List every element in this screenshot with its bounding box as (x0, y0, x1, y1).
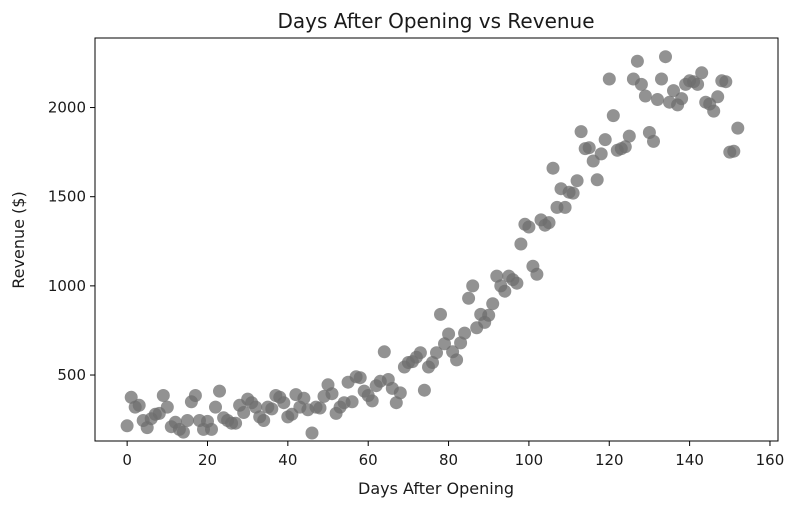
data-point (510, 276, 524, 290)
data-point (156, 389, 170, 402)
data-point (466, 279, 480, 293)
data-point (590, 173, 604, 187)
data-point (365, 394, 379, 408)
data-point (205, 422, 218, 436)
data-point (120, 419, 134, 433)
data-point (213, 384, 226, 398)
x-tick-label: 60 (359, 451, 378, 469)
data-point (160, 400, 174, 414)
y-tick-label: 2000 (48, 99, 86, 117)
data-point (522, 220, 536, 234)
y-tick-label: 1000 (48, 277, 86, 295)
data-point (458, 326, 472, 340)
data-point (647, 134, 660, 148)
data-point (486, 297, 500, 311)
data-point (237, 406, 251, 419)
data-point (727, 144, 741, 158)
data-point (430, 346, 443, 360)
x-axis-ticks: 0 20 40 60 80 100 120 140 160 (122, 441, 784, 469)
data-point (606, 109, 620, 123)
data-point (188, 389, 202, 402)
data-point (651, 93, 664, 106)
data-point (566, 186, 580, 200)
data-point (438, 337, 451, 351)
x-tick-label: 120 (595, 451, 624, 469)
x-tick-label: 20 (198, 451, 217, 469)
data-point (719, 75, 733, 89)
data-point (413, 346, 427, 360)
data-point (305, 426, 319, 440)
data-point (257, 414, 271, 427)
data-point (558, 200, 572, 214)
x-tick-label: 160 (756, 451, 785, 469)
y-tick-label: 1500 (48, 188, 86, 206)
data-point (297, 391, 311, 405)
x-tick-label: 0 (122, 451, 132, 469)
data-point (630, 54, 644, 68)
data-point (426, 356, 439, 369)
x-tick-label: 80 (439, 451, 458, 469)
data-point (180, 414, 194, 427)
data-point (542, 216, 556, 230)
x-tick-label: 100 (515, 451, 544, 469)
data-point (618, 140, 632, 154)
data-point (229, 416, 243, 430)
data-point (132, 398, 146, 412)
data-point (514, 237, 528, 251)
data-point (450, 353, 464, 367)
data-point (249, 400, 263, 414)
data-point (454, 336, 468, 350)
data-point (594, 147, 608, 161)
data-point (393, 386, 407, 400)
data-point (377, 345, 391, 359)
x-tick-label: 140 (675, 451, 704, 469)
data-point (634, 77, 648, 91)
data-point (695, 66, 709, 80)
data-point (707, 104, 721, 118)
data-point (546, 161, 560, 175)
data-point (622, 129, 636, 143)
data-point (711, 90, 725, 104)
data-point (659, 50, 672, 64)
x-tick-label: 40 (278, 451, 297, 469)
y-axis-title: Revenue ($) (9, 191, 28, 288)
data-point (655, 72, 668, 86)
data-point (124, 390, 138, 404)
data-point (325, 387, 339, 401)
data-point (442, 327, 456, 341)
data-point (691, 77, 705, 91)
x-axis-title: Days After Opening (358, 479, 514, 498)
points-layer (120, 50, 745, 440)
data-point (482, 308, 496, 322)
data-point (602, 72, 616, 86)
data-point (345, 395, 359, 409)
y-axis-ticks: 500 1000 1500 2000 (48, 99, 95, 384)
data-point (490, 269, 504, 283)
data-point (265, 402, 279, 416)
data-point (313, 401, 327, 415)
data-point (209, 400, 222, 414)
data-point (462, 291, 476, 305)
data-point (353, 371, 367, 385)
data-point (582, 141, 596, 155)
data-point (277, 396, 291, 410)
data-point (434, 307, 447, 321)
chart-title: Days After Opening vs Revenue (277, 9, 594, 33)
data-point (731, 121, 745, 135)
data-point (667, 84, 680, 98)
data-point (530, 267, 544, 281)
data-point (574, 125, 588, 139)
data-point (389, 396, 403, 410)
data-point (176, 425, 190, 439)
data-point (638, 89, 652, 103)
data-point (417, 383, 431, 397)
data-point (675, 92, 689, 106)
data-point (498, 284, 512, 298)
plot-frame (94, 37, 779, 442)
data-point (570, 174, 584, 188)
data-point (598, 133, 612, 147)
y-tick-label: 500 (57, 366, 86, 384)
